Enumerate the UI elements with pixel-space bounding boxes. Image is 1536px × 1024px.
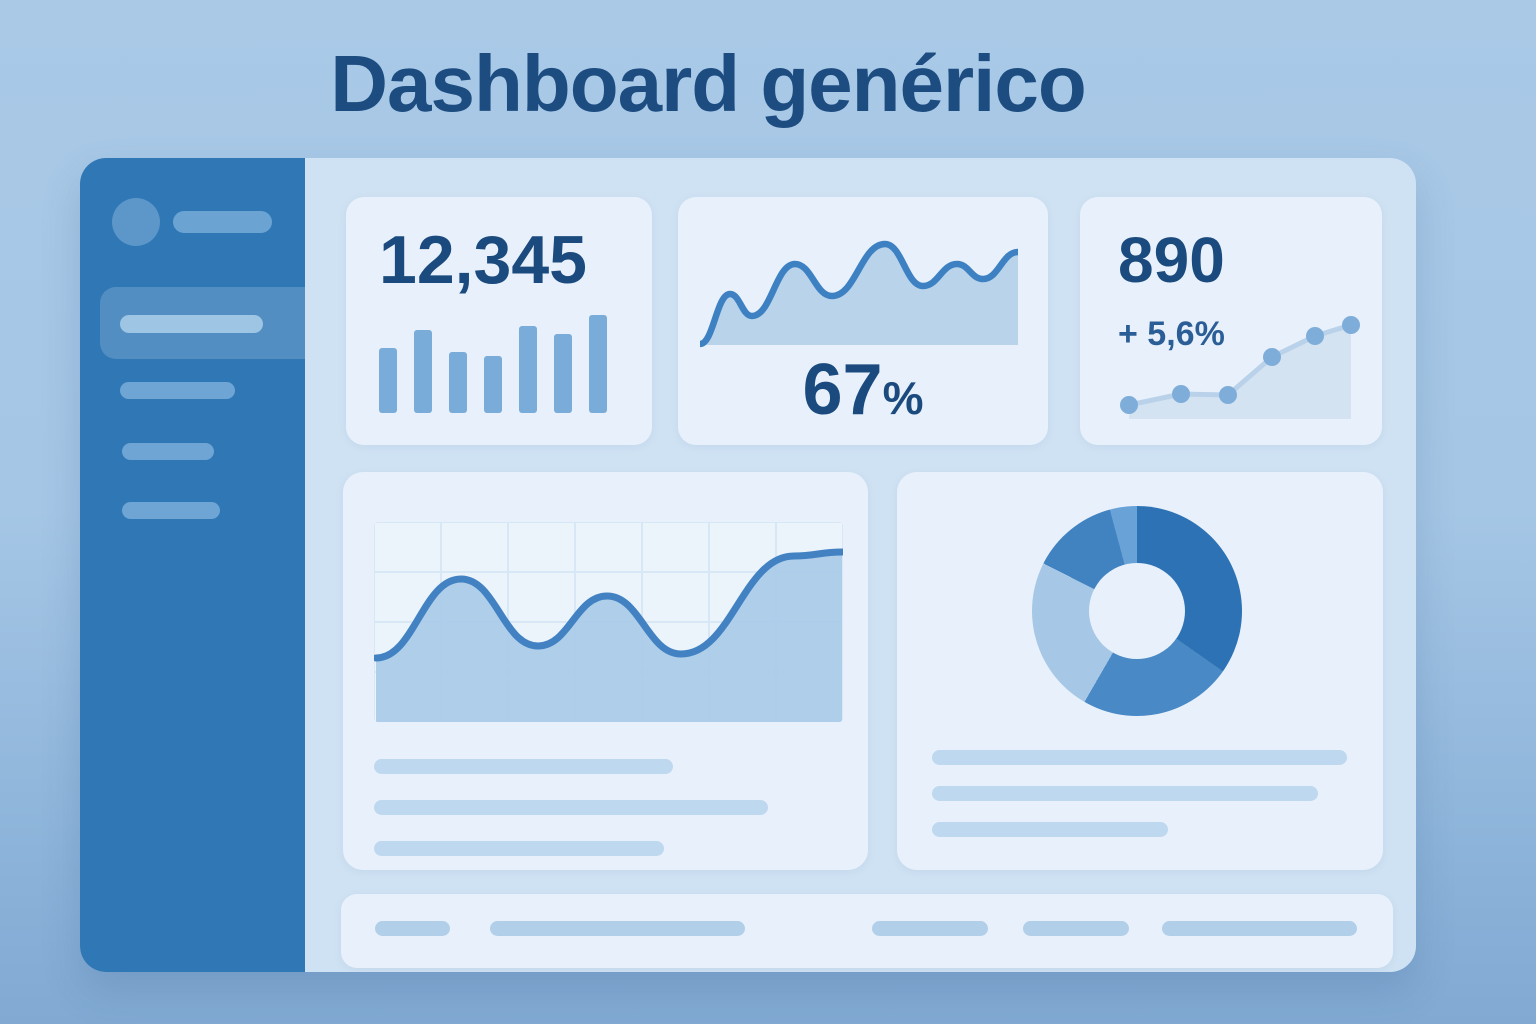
footer-card (341, 894, 1393, 968)
placeholder-pill (490, 921, 745, 936)
trend-card (343, 472, 868, 870)
stat-value-growth: 890 (1118, 224, 1225, 296)
area-chart-large (374, 522, 843, 722)
bar (554, 334, 572, 413)
bar (449, 352, 467, 413)
placeholder-pill (932, 786, 1318, 801)
sidebar-item-4[interactable] (122, 502, 220, 519)
sidebar-item-3[interactable] (122, 443, 214, 460)
sidebar-item-label-placeholder (120, 315, 263, 333)
stat-percentage: 67% (678, 349, 1048, 431)
sidebar-item-active[interactable] (100, 287, 305, 359)
stat-value-percentage: 67 (802, 350, 883, 430)
donut-hole (1089, 563, 1185, 659)
username-placeholder (173, 211, 272, 233)
placeholder-pill (932, 750, 1347, 765)
bar (379, 348, 397, 413)
stat-card-wave: 67% (678, 197, 1048, 445)
sparkline-chart (1120, 316, 1360, 419)
placeholder-pill (872, 921, 988, 936)
placeholder-pill (1162, 921, 1357, 936)
placeholder-pill (1023, 921, 1129, 936)
placeholder-pill (374, 759, 673, 774)
distribution-card (897, 472, 1383, 870)
trend-text-placeholders (374, 759, 768, 856)
stat-delta: + 5,6% (1118, 315, 1225, 353)
bar (519, 326, 537, 413)
bar (484, 356, 502, 413)
percent-sign: % (882, 372, 924, 424)
placeholder-pill (932, 822, 1168, 837)
stat-value-bars: 12,345 (379, 222, 587, 298)
page-title: Dashboard genérico (330, 39, 1087, 128)
distribution-text-placeholders (932, 750, 1347, 837)
dashboard-panel: 12,345 67% 890 + 5,6% (80, 158, 1416, 972)
sidebar-item-2[interactable] (120, 382, 235, 399)
placeholder-pill (374, 800, 768, 815)
sidebar (80, 158, 305, 972)
placeholder-pill (374, 841, 664, 856)
donut-chart (1032, 506, 1242, 716)
area-chart-small (700, 240, 1018, 348)
bar (589, 315, 607, 413)
stat-card-bars: 12,345 (346, 197, 652, 445)
bar (414, 330, 432, 413)
placeholder-pill (375, 921, 450, 936)
avatar[interactable] (112, 198, 160, 246)
stat-card-growth: 890 + 5,6% (1080, 197, 1382, 445)
mini-bar-chart (379, 315, 607, 413)
